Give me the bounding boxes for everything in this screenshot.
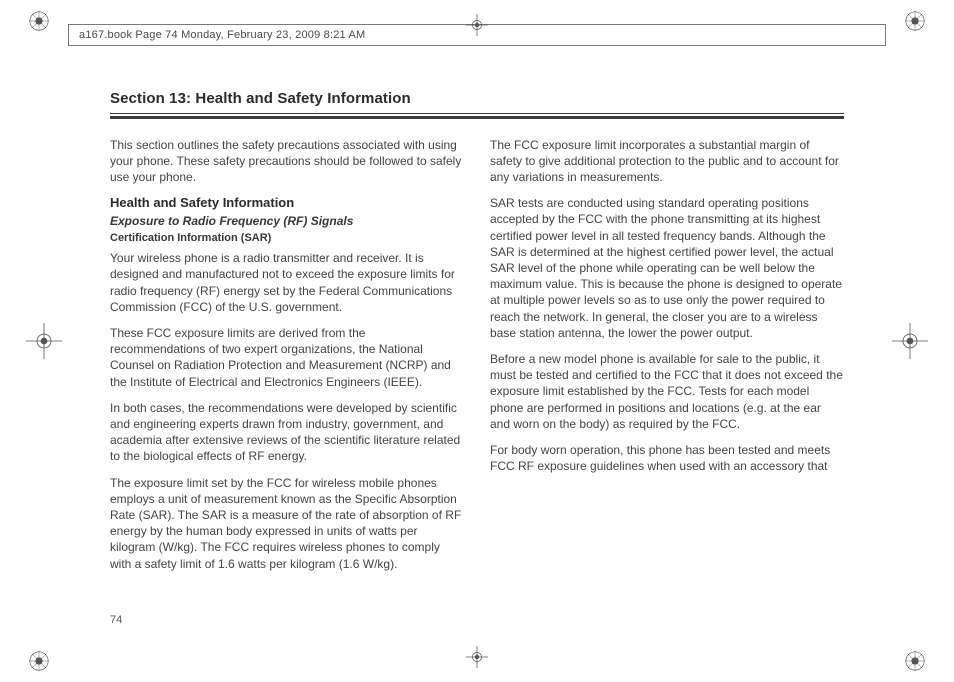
registration-mark-icon — [904, 650, 926, 672]
heading-level-4: Certification Information (SAR) — [110, 232, 464, 244]
body-paragraph: SAR tests are conducted using standard o… — [490, 195, 844, 341]
body-paragraph: Your wireless phone is a radio transmitt… — [110, 250, 464, 315]
body-paragraph: In both cases, the recommendations were … — [110, 400, 464, 465]
registration-mark-icon — [28, 650, 50, 672]
body-paragraph: The exposure limit set by the FCC for wi… — [110, 475, 464, 572]
content-area: Section 13: Health and Safety Informatio… — [110, 90, 844, 622]
body-paragraph: These FCC exposure limits are derived fr… — [110, 325, 464, 390]
page-number: 74 — [110, 614, 122, 626]
heading-level-2: Health and Safety Information — [110, 195, 464, 210]
title-rule-thick — [110, 116, 844, 119]
crop-cross-icon — [26, 323, 62, 359]
print-header-text: a167.book Page 74 Monday, February 23, 2… — [79, 29, 365, 41]
title-rule-thin — [110, 113, 844, 114]
crop-cross-icon — [466, 14, 488, 36]
section-title: Section 13: Health and Safety Informatio… — [110, 90, 844, 107]
registration-mark-icon — [904, 10, 926, 32]
intro-paragraph: This section outlines the safety precaut… — [110, 137, 464, 186]
body-paragraph: The FCC exposure limit incorporates a su… — [490, 137, 844, 186]
crop-cross-icon — [892, 323, 928, 359]
print-page: a167.book Page 74 Monday, February 23, 2… — [0, 0, 954, 682]
crop-cross-icon — [466, 646, 488, 668]
body-paragraph: Before a new model phone is available fo… — [490, 351, 844, 432]
heading-level-3: Exposure to Radio Frequency (RF) Signals — [110, 214, 464, 228]
registration-mark-icon — [28, 10, 50, 32]
body-paragraph: For body worn operation, this phone has … — [490, 442, 844, 474]
two-column-body: This section outlines the safety precaut… — [110, 137, 844, 597]
